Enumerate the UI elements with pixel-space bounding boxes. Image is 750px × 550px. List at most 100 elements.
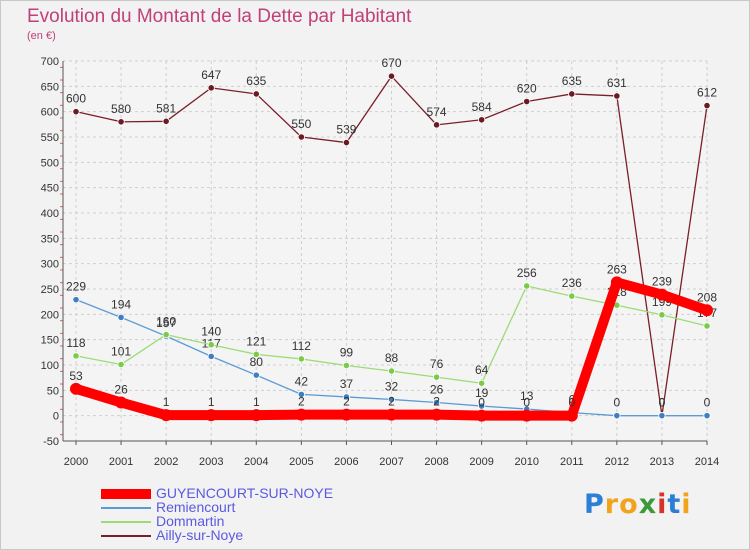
data-label-dommartin: 88 <box>385 351 399 365</box>
data-label-guyencourt-sur-noye: 263 <box>607 262 627 276</box>
data-point-remiencourt <box>658 412 666 420</box>
y-tick-label: 450 <box>41 183 59 195</box>
unit-label: (en €) <box>27 30 56 42</box>
data-label-dommartin: 118 <box>66 336 85 350</box>
y-tick-label: 700 <box>41 56 59 68</box>
data-label-remiencourt: 0 <box>659 396 666 410</box>
data-label-ailly-sur-noye: 612 <box>697 86 717 100</box>
data-point-dommartin <box>432 373 441 381</box>
data-label-guyencourt-sur-noye: 239 <box>652 275 672 289</box>
data-label-ailly-sur-noye: 670 <box>381 56 401 70</box>
data-point-guyencourt-sur-noye <box>250 409 263 422</box>
data-point-dommartin <box>387 367 396 375</box>
data-label-dommartin: 99 <box>340 346 354 360</box>
y-tick-label: 100 <box>41 360 59 372</box>
data-label-remiencourt: 0 <box>614 396 621 410</box>
data-label-remiencourt: 37 <box>340 377 354 391</box>
data-point-guyencourt-sur-noye <box>610 276 623 289</box>
data-label-remiencourt: 229 <box>66 280 86 294</box>
data-point-guyencourt-sur-noye <box>70 382 82 395</box>
plot-area <box>63 61 707 441</box>
data-label-ailly-sur-noye: 620 <box>517 82 537 96</box>
data-label-remiencourt: 42 <box>295 374 309 388</box>
data-point-ailly-sur-noye <box>297 133 305 141</box>
data-point-guyencourt-sur-noye <box>340 408 353 421</box>
data-point-ailly-sur-noye <box>613 92 621 100</box>
y-tick-label: -50 <box>43 436 59 448</box>
y-tick-label: 250 <box>41 284 59 296</box>
data-point-dommartin <box>523 282 531 290</box>
data-label-ailly-sur-noye: 574 <box>427 105 447 119</box>
data-label-guyencourt-sur-noye: 53 <box>69 369 83 383</box>
proxiti-logo: Proxiti <box>584 489 692 520</box>
y-tick-label: 50 <box>47 385 59 397</box>
x-tick-label: 2005 <box>289 456 313 468</box>
data-point-remiencourt <box>297 390 305 398</box>
data-point-guyencourt-sur-noye <box>115 396 128 409</box>
x-tick-label: 2003 <box>199 456 223 468</box>
data-label-ailly-sur-noye: 580 <box>111 102 131 116</box>
data-point-guyencourt-sur-noye <box>475 409 488 422</box>
data-point-ailly-sur-noye <box>387 72 396 80</box>
x-tick-label: 2007 <box>379 456 403 468</box>
data-point-ailly-sur-noye <box>162 117 170 125</box>
logo-letter: P <box>584 489 605 520</box>
data-label-dommartin: 140 <box>201 325 221 339</box>
data-label-remiencourt: 13 <box>520 389 534 403</box>
data-label-ailly-sur-noye: 600 <box>66 92 86 106</box>
data-point-guyencourt-sur-noye <box>430 408 443 421</box>
data-point-ailly-sur-noye <box>568 90 576 98</box>
data-label-guyencourt-sur-noye: 208 <box>697 290 717 304</box>
data-point-guyencourt-sur-noye <box>160 409 173 422</box>
data-label-guyencourt-sur-noye: 2 <box>343 395 350 409</box>
data-point-guyencourt-sur-noye <box>701 304 713 317</box>
data-label-ailly-sur-noye: 584 <box>472 100 492 114</box>
data-label-ailly-sur-noye: 631 <box>607 76 627 90</box>
data-label-ailly-sur-noye: 647 <box>201 68 221 82</box>
data-point-dommartin <box>342 361 351 370</box>
data-label-guyencourt-sur-noye: 2 <box>298 395 305 409</box>
data-label-ailly-sur-noye: 635 <box>562 74 582 88</box>
data-label-remiencourt: 157 <box>156 316 176 330</box>
data-point-dommartin <box>117 360 125 369</box>
data-point-ailly-sur-noye <box>432 121 441 129</box>
data-label-dommartin: 121 <box>246 334 266 348</box>
chart-title: Evolution du Montant de la Dette par Hab… <box>27 6 412 27</box>
data-point-ailly-sur-noye <box>252 90 260 98</box>
data-point-dommartin <box>72 352 80 360</box>
data-point-guyencourt-sur-noye <box>385 408 398 421</box>
data-label-remiencourt: 19 <box>475 386 489 400</box>
data-label-guyencourt-sur-noye: 2 <box>388 395 395 409</box>
data-point-remiencourt <box>252 371 260 379</box>
x-tick-label: 2009 <box>469 456 493 468</box>
legend-label-dommartin: Dommartin <box>156 513 225 529</box>
data-point-dommartin <box>568 292 576 300</box>
logo-letter: r <box>604 489 620 520</box>
data-label-ailly-sur-noye: 539 <box>336 123 356 137</box>
data-point-dommartin <box>207 341 215 349</box>
data-label-ailly-sur-noye: 635 <box>246 74 266 88</box>
y-tick-label: 350 <box>41 233 59 245</box>
data-label-ailly-sur-noye: 581 <box>156 101 176 115</box>
logo-letter: t <box>667 489 682 520</box>
data-label-dommartin: 256 <box>517 266 537 280</box>
data-label-guyencourt-sur-noye: 26 <box>114 382 128 396</box>
data-label-guyencourt-sur-noye: 0 <box>478 396 485 410</box>
y-tick-label: 600 <box>41 107 59 119</box>
legend-label-remiencourt: Remiencourt <box>156 499 236 515</box>
x-tick-label: 2001 <box>109 456 133 468</box>
logo-letter: x <box>638 489 658 520</box>
x-tick-label: 2008 <box>424 456 448 468</box>
logo-letter: i <box>681 489 692 520</box>
data-point-guyencourt-sur-noye <box>655 288 668 301</box>
data-point-ailly-sur-noye <box>72 108 80 116</box>
logo-letter: o <box>619 489 639 520</box>
data-label-remiencourt: 194 <box>111 297 131 311</box>
x-tick-label: 2012 <box>605 456 629 468</box>
data-point-dommartin <box>703 322 711 330</box>
y-tick-label: 650 <box>41 81 59 93</box>
data-point-remiencourt <box>432 398 441 407</box>
data-point-remiencourt <box>478 402 486 410</box>
data-label-dommartin: 64 <box>475 363 489 377</box>
